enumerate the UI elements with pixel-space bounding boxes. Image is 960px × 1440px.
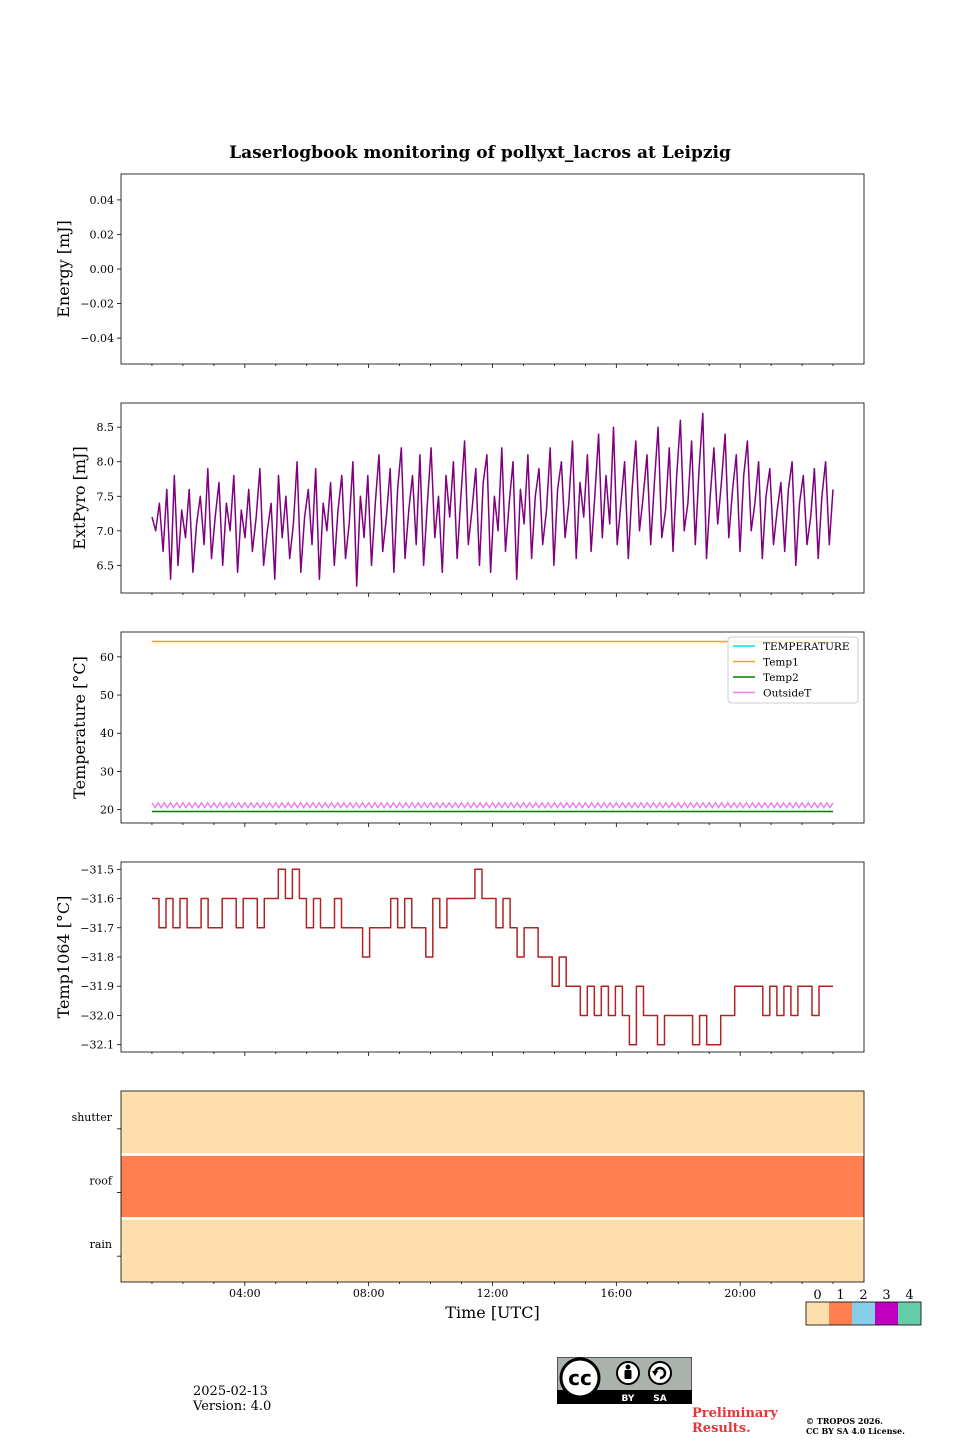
status-row-label: roof <box>89 1175 113 1188</box>
colorbar-swatch <box>806 1302 829 1325</box>
status-band-rain <box>121 1218 864 1282</box>
colorbar-label: 0 <box>813 1288 821 1303</box>
colorbar-label: 1 <box>836 1288 844 1303</box>
colorbar-swatch <box>875 1302 898 1325</box>
preliminary-line-2: Results. <box>692 1421 751 1436</box>
panel-temp1064: −31.5 −31.6 −31.7 −31.8 −31.9 −32.0 −32.1 Temp1… <box>54 861 865 1056</box>
y-tick-label: 7.5 <box>97 490 115 503</box>
preliminary-results-note: Preliminary Results. <box>692 1406 778 1436</box>
copyright-notice: © TROPOS 2026. CC BY SA 4.0 License. <box>806 1416 905 1436</box>
y-tick-label: 30 <box>100 765 114 778</box>
colorbar-label: 4 <box>905 1288 913 1303</box>
y-tick-label: 0.00 <box>90 263 115 276</box>
y-axis-label: Energy [mJ] <box>54 220 73 318</box>
y-tick-label: 50 <box>100 689 114 702</box>
footer-version: Version: 4.0 <box>193 1399 272 1414</box>
y-tick-label: −0.02 <box>80 298 114 311</box>
x-tick-label: 04:00 <box>229 1287 261 1300</box>
y-tick-label: 20 <box>100 804 114 817</box>
series-line-temp1064 <box>152 868 833 1046</box>
colorbar-frame <box>805 1301 922 1326</box>
y-tick-label: 8.5 <box>97 421 115 434</box>
status-band-roof <box>121 1154 864 1219</box>
plot-frame <box>120 173 865 365</box>
panel-extpyro: 8.5 8.0 7.5 7.0 6.5 ExtPyro [mJ] <box>70 402 865 597</box>
y-tick-label: 7.0 <box>97 525 115 538</box>
footer-date: 2025-02-13 <box>193 1384 268 1399</box>
y-tick-label: 40 <box>100 727 114 740</box>
status-band-shutter <box>121 1091 864 1155</box>
copyright-line-1: © TROPOS 2026. <box>806 1416 883 1426</box>
panel-temperature: 60 50 40 30 20 Temperature [°C] TEMPERATURE Tem… <box>70 631 865 827</box>
y-tick-label: 0.02 <box>90 228 115 241</box>
colorbar-swatch <box>852 1302 875 1325</box>
plot-frame <box>120 861 865 1053</box>
panel-status: shutter roof rain 04:00 08:00 12:00 16:00 20:00… <box>72 1090 922 1326</box>
y-tick-label: 0.04 <box>90 194 115 207</box>
cc-by-sa-badge-icon: cc BY SA <box>557 1357 692 1404</box>
colorbar-label: 2 <box>859 1288 867 1303</box>
legend-entry: OutsideT <box>763 688 811 700</box>
panel-energy: 0.04 0.02 0.00 −0.02 −0.04 Energy [mJ] <box>54 173 865 368</box>
panels: 0.04 0.02 0.00 −0.02 −0.04 Energy [mJ] 8.5 8.0 7… <box>54 173 922 1326</box>
colorbar-label: 3 <box>882 1288 890 1303</box>
colorbar-swatch <box>829 1302 852 1325</box>
y-tick-label: −31.5 <box>80 863 114 876</box>
legend-entry: TEMPERATURE <box>763 641 850 653</box>
copyright-line-2: CC BY SA 4.0 License. <box>806 1426 905 1436</box>
y-tick-label: −32.1 <box>80 1039 114 1052</box>
y-axis-label: Temperature [°C] <box>70 656 89 799</box>
legend: TEMPERATURE Temp1 Temp2 OutsideT <box>727 636 859 704</box>
x-tick-label: 20:00 <box>724 1287 756 1300</box>
y-tick-label: −31.6 <box>80 893 114 906</box>
y-tick-label: −32.0 <box>80 1009 114 1022</box>
y-axis-label: ExtPyro [mJ] <box>70 446 89 549</box>
x-axis-label: Time [UTC] <box>445 1303 539 1322</box>
x-tick-label: 08:00 <box>353 1287 385 1300</box>
y-tick-label: 8.0 <box>97 456 115 469</box>
y-tick-label: 6.5 <box>97 559 115 572</box>
cc-label: cc <box>568 1366 592 1390</box>
legend-entry: Temp1 <box>763 657 799 669</box>
status-row-label: rain <box>90 1238 112 1251</box>
y-tick-label: 60 <box>100 651 114 664</box>
status-row-label: shutter <box>72 1111 113 1124</box>
y-axis-label: Temp1064 [°C] <box>54 896 73 1019</box>
series-line-outsidet <box>151 801 834 809</box>
y-tick-label: −31.9 <box>80 980 114 993</box>
cc-sa-label: SA <box>653 1394 666 1404</box>
y-tick-label: −31.7 <box>80 922 114 935</box>
legend-entry: Temp2 <box>763 672 799 684</box>
series-line-extpyro <box>151 412 834 587</box>
cc-by-label: BY <box>622 1394 635 1404</box>
footer-date-block: 2025-02-13 Version: 4.0 <box>193 1384 271 1414</box>
y-tick-label: −0.04 <box>80 332 114 345</box>
figure-title: Laserlogbook monitoring of pollyxt_lacro… <box>229 143 731 163</box>
x-tick-label: 12:00 <box>477 1287 509 1300</box>
preliminary-line-1: Preliminary <box>692 1406 778 1421</box>
colorbar-swatch <box>898 1302 921 1325</box>
y-tick-label: −31.8 <box>80 951 114 964</box>
legend-box <box>727 636 859 704</box>
x-tick-label: 16:00 <box>600 1287 632 1300</box>
